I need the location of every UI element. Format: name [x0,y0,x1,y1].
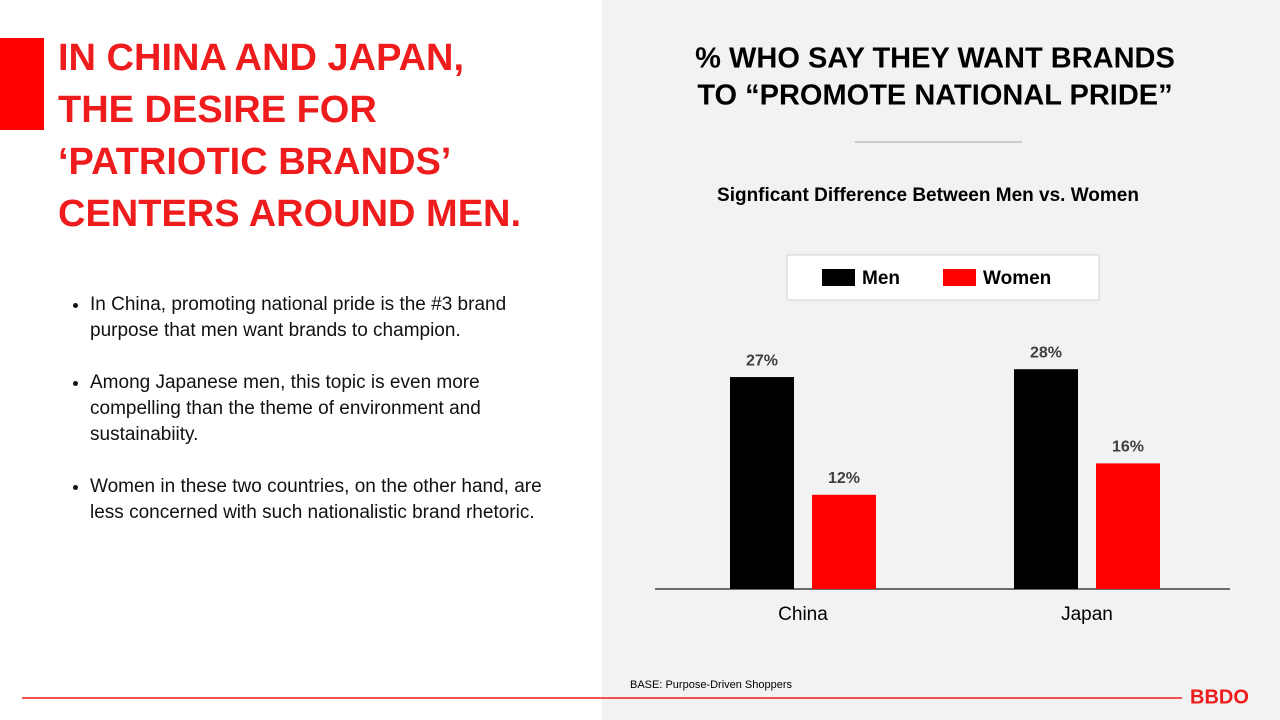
headline: IN CHINA AND JAPAN, THE DESIRE FOR ‘PATRIO… [58,37,521,235]
bar [812,494,876,589]
value-label: 16% [1112,439,1144,456]
legend-label: Men [862,268,900,289]
legend-swatch [943,269,976,286]
bullet: In China, promoting national pride is th… [90,292,570,344]
bullet-list: In China, promoting national pride is th… [68,292,570,552]
value-label: 28% [1030,344,1062,361]
headline-line: ‘PATRIOTIC BRANDS’ [58,141,451,183]
x-tick-label: Japan [1061,604,1113,625]
x-tick-label: China [778,604,828,625]
chart-subtitle: Signficant Difference Between Men vs. Wo… [717,185,1139,206]
value-label: 12% [828,470,860,487]
bar [730,377,794,589]
chart-title: TO “PROMOTE NATIONAL PRIDE” [697,80,1172,112]
legend-label: Women [983,268,1051,289]
bullet: Women in these two countries, on the oth… [90,474,570,526]
chart-panel [602,0,1280,720]
value-label: 27% [746,352,778,369]
headline-line: THE DESIRE FOR [58,89,377,131]
bar [1014,369,1078,589]
headline-line: IN CHINA AND JAPAN, [58,37,464,79]
base-note: BASE: Purpose-Driven Shoppers [630,679,793,691]
legend-swatch [822,269,855,286]
headline-line: CENTERS AROUND MEN. [58,193,521,235]
chart-title: % WHO SAY THEY WANT BRANDS [695,43,1175,75]
bar [1096,463,1160,589]
bullet: Among Japanese men, this topic is even m… [90,370,570,448]
accent-block [0,38,44,130]
logo: BBDO [1190,686,1249,708]
